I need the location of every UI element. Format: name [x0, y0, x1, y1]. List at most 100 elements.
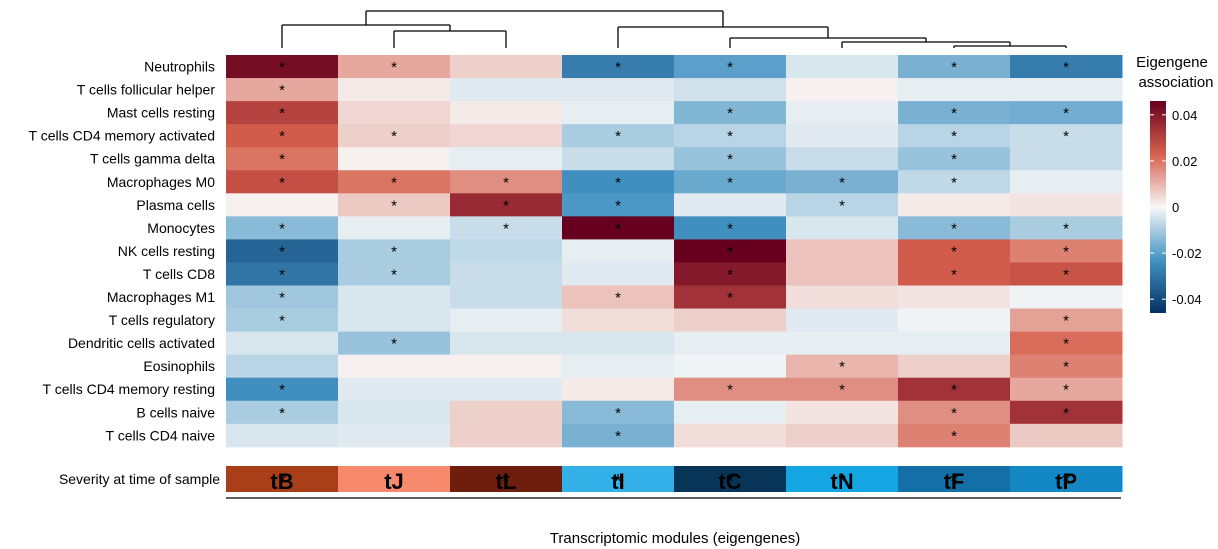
significance-star: *	[615, 290, 621, 307]
legend-tick-label: 0.04	[1172, 108, 1197, 123]
heatmap-cell	[562, 262, 675, 286]
heatmap-cell	[898, 55, 1011, 79]
heatmap-cell	[226, 262, 339, 286]
significance-star: *	[839, 197, 845, 214]
significance-star: *	[279, 174, 285, 191]
significance-star: *	[279, 128, 285, 145]
significance-star: *	[279, 266, 285, 283]
significance-star: *	[1063, 105, 1069, 122]
heatmap-cell	[450, 331, 563, 356]
severity-cell	[562, 466, 675, 492]
column-label: tN	[830, 469, 853, 494]
heatmap-cell	[338, 78, 451, 102]
severity-label: Severity at time of sample	[59, 471, 220, 487]
heatmap-cell	[338, 308, 451, 333]
significance-star: *	[1063, 128, 1069, 145]
significance-star: *	[615, 174, 621, 191]
heatmap-cell	[450, 285, 563, 310]
heatmap-cell	[562, 308, 675, 333]
significance-star: *	[727, 266, 733, 283]
row-label: B cells naive	[136, 404, 215, 420]
heatmap-cell	[786, 124, 899, 148]
significance-star: *	[279, 82, 285, 99]
x-axis-label: Transcriptomic modules (eigengenes)	[550, 530, 800, 547]
heatmap-cell	[786, 78, 899, 102]
heatmap-cell	[674, 400, 787, 425]
heatmap-cell	[450, 147, 563, 171]
heatmap-cell	[898, 354, 1011, 379]
severity-star: *	[838, 471, 846, 493]
heatmap-cell	[1010, 285, 1123, 310]
heatmap-cell	[226, 147, 339, 171]
significance-star: *	[1063, 336, 1069, 353]
row-labels: Neutrophils T cells follicular helper Mast…	[29, 59, 216, 444]
heatmap-cell	[786, 239, 899, 263]
heatmap-cell	[1010, 377, 1123, 402]
severity-row: Severity at time of sample * * * * * * *	[59, 466, 1123, 493]
significance-star: *	[391, 197, 397, 214]
heatmap-cell	[226, 400, 339, 425]
significance-star: *	[391, 174, 397, 191]
heatmap-cell	[338, 285, 451, 310]
heatmap-cell	[562, 124, 675, 148]
significance-star: *	[951, 266, 957, 283]
color-legend: Eigengene association 0.04 0.02 0 -0.02 -0.04	[1136, 54, 1214, 313]
significance-star: *	[279, 382, 285, 399]
heatmap-cell	[450, 239, 563, 263]
heatmap-cell	[786, 331, 899, 356]
heatmap-cell	[562, 285, 675, 310]
significance-star: *	[503, 197, 509, 214]
heatmap-cell	[1010, 239, 1123, 263]
heatmap-cell	[562, 239, 675, 263]
heatmap-cell	[898, 147, 1011, 171]
heatmap-cell	[674, 193, 787, 217]
heatmap-cell	[674, 239, 787, 263]
heatmap-cell	[450, 308, 563, 333]
heatmap-cell	[450, 124, 563, 148]
severity-star: *	[502, 471, 510, 493]
significance-star: *	[951, 220, 957, 237]
significance-star: *	[279, 290, 285, 307]
column-label: tB	[270, 469, 293, 494]
significance-star: *	[951, 128, 957, 145]
row-label: T cells CD4 memory resting	[43, 381, 215, 397]
heatmap-cell	[226, 124, 339, 148]
row-label: T cells CD8	[143, 266, 215, 282]
heatmap-cell	[898, 331, 1011, 356]
significance-star: *	[279, 105, 285, 122]
heatmap-cell	[1010, 55, 1123, 79]
significance-star: *	[839, 174, 845, 191]
heatmap-cell	[674, 78, 787, 102]
legend-tick-label: 0	[1172, 200, 1179, 215]
heatmap-cell	[898, 193, 1011, 217]
row-label: Plasma cells	[136, 197, 215, 213]
significance-star: *	[615, 428, 621, 445]
heatmap-cell	[450, 193, 563, 217]
heatmap-cell	[674, 170, 787, 194]
heatmap-cell	[450, 262, 563, 286]
heatmap-cell	[562, 423, 675, 448]
heatmap-cell	[786, 308, 899, 333]
severity-cell	[786, 466, 899, 492]
heatmap-cell	[786, 55, 899, 79]
significance-star: *	[279, 405, 285, 422]
heatmap-cell	[898, 423, 1011, 448]
heatmap-cell	[674, 377, 787, 402]
significance-star: *	[727, 174, 733, 191]
column-label: tL	[496, 469, 517, 494]
column-labels: tB tJ tL tI tC tN tF tP	[270, 469, 1077, 494]
significance-star: *	[615, 405, 621, 422]
heatmap-cell	[562, 170, 675, 194]
heatmap-cell	[338, 170, 451, 194]
heatmap-cell	[1010, 78, 1123, 102]
heatmap-cell	[1010, 308, 1123, 333]
significance-star: *	[1063, 405, 1069, 422]
heatmap-cell	[786, 400, 899, 425]
column-label: tF	[944, 469, 965, 494]
significance-star: *	[951, 382, 957, 399]
significance-star: *	[615, 59, 621, 76]
significance-star: *	[951, 105, 957, 122]
heatmap-cell	[562, 147, 675, 171]
severity-cell	[226, 466, 339, 492]
heatmap-cell	[226, 216, 339, 240]
